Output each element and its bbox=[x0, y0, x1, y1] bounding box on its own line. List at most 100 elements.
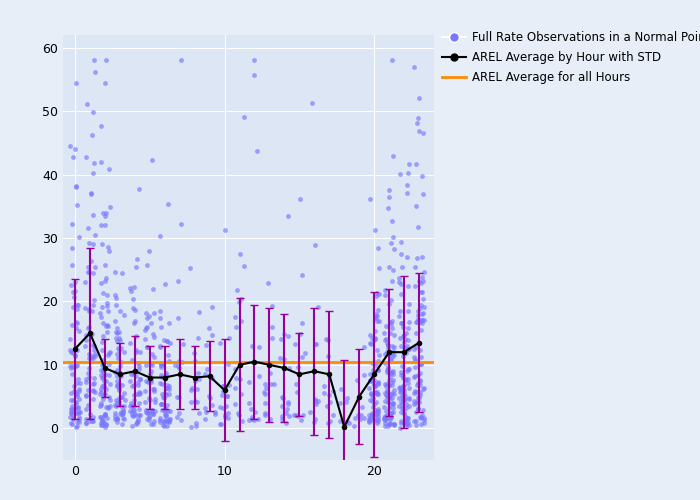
Point bbox=[102, 328, 113, 336]
Point bbox=[276, 402, 287, 410]
Point bbox=[248, 71, 260, 79]
Point bbox=[70, 398, 81, 406]
Point bbox=[102, 404, 113, 412]
Point bbox=[371, 318, 382, 326]
Point bbox=[400, 404, 412, 412]
Point bbox=[163, 390, 174, 398]
Point bbox=[244, 378, 255, 386]
Point bbox=[68, 288, 79, 296]
Point bbox=[109, 290, 120, 298]
Point bbox=[402, 374, 414, 382]
Point bbox=[372, 366, 383, 374]
Point bbox=[389, 330, 400, 338]
Point bbox=[234, 374, 246, 382]
Point bbox=[156, 372, 167, 380]
Point bbox=[264, 415, 275, 423]
Point bbox=[382, 204, 393, 212]
Point bbox=[127, 400, 139, 408]
Point bbox=[386, 56, 397, 64]
Point bbox=[86, 131, 97, 139]
Point bbox=[395, 398, 406, 406]
Point bbox=[418, 414, 429, 422]
Point bbox=[102, 404, 113, 411]
Point bbox=[342, 394, 353, 402]
Point bbox=[414, 376, 426, 384]
Point bbox=[88, 354, 99, 362]
Point bbox=[71, 318, 82, 326]
Point bbox=[365, 390, 377, 398]
Point bbox=[400, 328, 412, 336]
Point bbox=[393, 278, 405, 286]
Point bbox=[99, 260, 111, 268]
Point bbox=[397, 400, 408, 408]
Point bbox=[190, 356, 201, 364]
Point bbox=[394, 334, 405, 342]
Point bbox=[393, 274, 405, 282]
Point bbox=[371, 292, 382, 300]
Point bbox=[230, 322, 241, 330]
Point bbox=[400, 375, 412, 383]
Point bbox=[229, 365, 240, 373]
Point bbox=[199, 370, 211, 378]
Point bbox=[173, 356, 184, 364]
Point bbox=[190, 377, 201, 385]
Point bbox=[371, 416, 382, 424]
Point bbox=[66, 396, 77, 404]
Point bbox=[133, 410, 144, 418]
Point bbox=[379, 414, 391, 422]
Point bbox=[235, 294, 246, 302]
Point bbox=[95, 388, 106, 396]
Point bbox=[379, 414, 390, 422]
Point bbox=[157, 360, 168, 368]
Point bbox=[74, 234, 85, 241]
Point bbox=[111, 337, 122, 345]
Point bbox=[130, 306, 141, 314]
Point bbox=[370, 361, 382, 369]
Point bbox=[244, 399, 255, 407]
Point bbox=[395, 238, 407, 246]
Point bbox=[141, 410, 153, 418]
Point bbox=[379, 286, 391, 294]
Point bbox=[366, 376, 377, 384]
Point bbox=[402, 378, 413, 386]
Point bbox=[132, 381, 144, 389]
Point bbox=[395, 368, 407, 376]
Point bbox=[412, 318, 423, 326]
Point bbox=[220, 402, 232, 409]
Point bbox=[230, 374, 241, 382]
Point bbox=[402, 182, 413, 190]
Point bbox=[146, 376, 157, 384]
Point bbox=[174, 392, 185, 400]
Point bbox=[110, 268, 121, 276]
Point bbox=[414, 394, 425, 402]
Point bbox=[117, 410, 128, 418]
Point bbox=[110, 328, 121, 336]
Point bbox=[372, 406, 383, 414]
Point bbox=[87, 387, 98, 395]
Point bbox=[370, 382, 381, 390]
Point bbox=[322, 336, 333, 344]
Point bbox=[388, 376, 399, 384]
Point bbox=[74, 380, 85, 388]
Point bbox=[398, 386, 409, 394]
Point bbox=[223, 380, 235, 388]
Point bbox=[282, 332, 293, 340]
Point bbox=[402, 414, 414, 422]
Point bbox=[158, 336, 169, 344]
Point bbox=[140, 360, 151, 368]
Point bbox=[64, 336, 76, 344]
Point bbox=[86, 352, 97, 360]
Point bbox=[309, 418, 320, 426]
Point bbox=[71, 379, 82, 387]
Point bbox=[370, 334, 381, 342]
Point bbox=[398, 389, 409, 397]
Point bbox=[104, 394, 115, 402]
Point bbox=[70, 423, 81, 431]
Point bbox=[259, 411, 270, 419]
Point bbox=[83, 350, 94, 358]
Point bbox=[324, 417, 335, 425]
Point bbox=[419, 302, 430, 310]
Point bbox=[173, 408, 184, 416]
Point bbox=[111, 366, 122, 374]
Point bbox=[160, 412, 172, 420]
